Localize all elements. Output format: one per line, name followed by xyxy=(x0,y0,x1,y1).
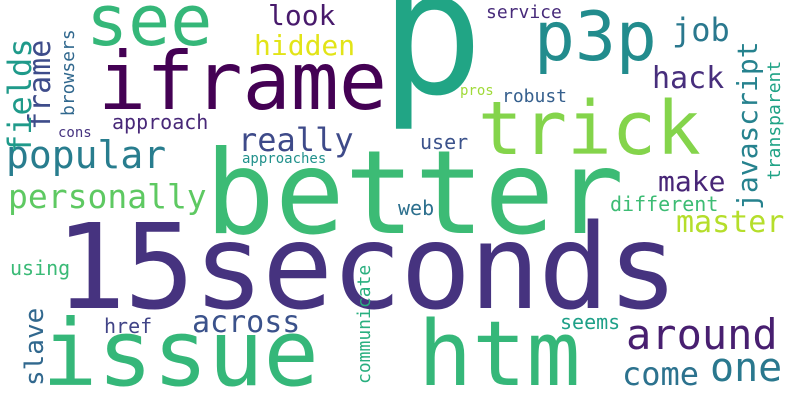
word-cons: cons xyxy=(58,125,92,141)
word-iframe: iframe xyxy=(98,35,387,128)
word-javascript: javascript xyxy=(731,41,764,210)
word-personally: personally xyxy=(8,177,207,216)
word-come: come xyxy=(622,355,700,393)
word-trick: trick xyxy=(478,86,701,172)
word-across: across xyxy=(192,305,301,340)
word-15seconds: 15seconds xyxy=(55,198,678,336)
word-different: different xyxy=(610,192,719,216)
word-href: href xyxy=(104,314,153,338)
word-look: look xyxy=(268,0,336,32)
word-job: job xyxy=(672,11,730,49)
word-master: master xyxy=(676,205,785,240)
word-pros: pros xyxy=(460,83,494,99)
word-communicate: communicate xyxy=(354,264,375,384)
word-transparent: transparent xyxy=(764,60,785,180)
word-fields: fields xyxy=(1,38,39,154)
word-p3p: p3p xyxy=(534,0,657,77)
word-robust: robust xyxy=(502,86,568,107)
word-browsers: browsers xyxy=(58,29,79,116)
word-see: see xyxy=(86,0,213,62)
word-seems: seems xyxy=(560,310,621,334)
word-web: web xyxy=(398,196,435,220)
word-make: make xyxy=(658,165,726,198)
word-issue: issue xyxy=(42,300,319,400)
word-approaches: approaches xyxy=(242,151,327,167)
word-user: user xyxy=(420,130,469,154)
word-better: better xyxy=(205,126,625,261)
word-really: really xyxy=(238,121,354,159)
word-popular: popular xyxy=(6,133,167,177)
word-hack: hack xyxy=(652,61,725,96)
word-using: using xyxy=(10,256,71,280)
word-slave: slave xyxy=(20,307,50,386)
word-approach: approach xyxy=(112,110,209,134)
word-hidden: hidden xyxy=(254,29,356,62)
word-one: one xyxy=(710,345,783,391)
word-around: around xyxy=(626,310,778,359)
word-htm: htm xyxy=(418,302,581,400)
word-p: p xyxy=(380,0,484,134)
word-service: service xyxy=(486,2,562,23)
